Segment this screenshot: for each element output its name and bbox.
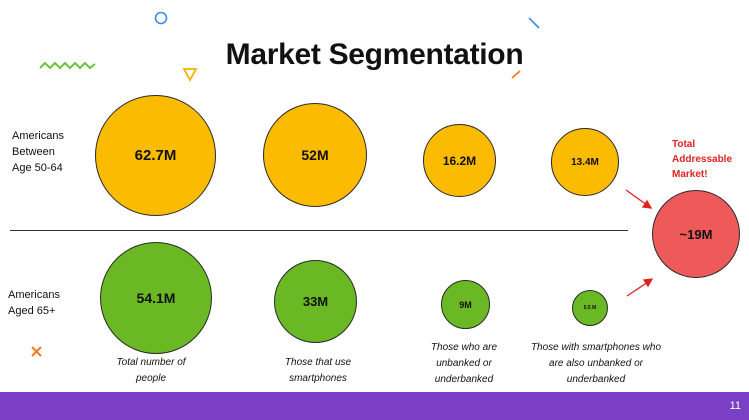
caption-smartphones: Those that use smartphones xyxy=(284,357,352,384)
deco-x-mark-icon xyxy=(31,346,42,357)
circle-bottom-smartphones: 33M xyxy=(274,260,357,343)
page-title: Market Segmentation xyxy=(225,38,524,71)
row-divider xyxy=(10,230,628,232)
arrow-top-icon xyxy=(625,189,653,209)
deco-orange-dash xyxy=(511,70,521,79)
circle-total-addressable-market: ~19M xyxy=(652,190,740,278)
footer-bar: 11 xyxy=(0,392,749,420)
row-label-age-65-plus: Americans Aged 65+ xyxy=(8,289,60,317)
caption-total: Total number of people xyxy=(116,357,186,384)
circle-top-smartphones-unbanked: 13.4M xyxy=(551,128,619,196)
arrow-bottom-icon xyxy=(626,278,654,297)
row-label-age-50-64: Americans Between Age 50-64 xyxy=(12,130,64,174)
circle-top-smartphones: 52M xyxy=(263,103,367,207)
circle-bottom-total: 54.1M xyxy=(100,242,212,354)
circle-bottom-unbanked: 9M xyxy=(441,280,490,329)
deco-circle-outline-icon xyxy=(154,11,168,25)
caption-smartphones-unbanked: Those with smartphones who are also unba… xyxy=(530,342,662,385)
caption-unbanked: Those who are unbanked or underbanked xyxy=(430,342,498,385)
deco-line-blue xyxy=(528,17,540,29)
total-addressable-market-label: Total Addressable Market! xyxy=(672,139,733,180)
circle-bottom-smartphones-unbanked: 5.5 M xyxy=(572,290,608,326)
circle-top-unbanked: 16.2M xyxy=(423,124,496,197)
page-number: 11 xyxy=(729,400,741,412)
circle-top-total: 62.7M xyxy=(95,95,216,216)
